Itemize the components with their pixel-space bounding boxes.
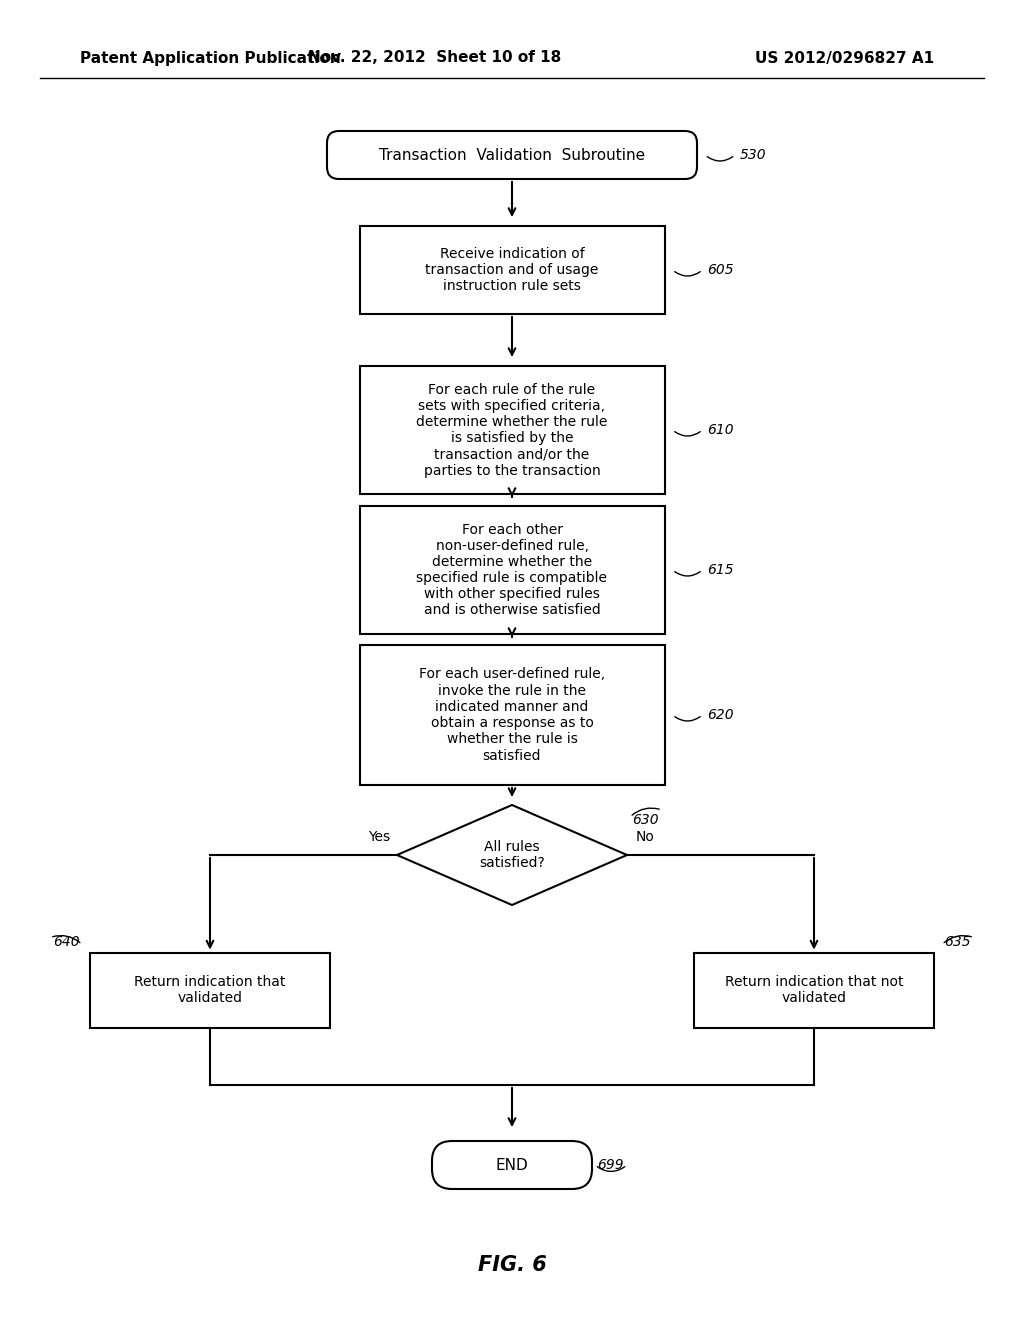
Text: 699: 699 [597,1158,624,1172]
Text: FIG. 6: FIG. 6 [477,1255,547,1275]
FancyBboxPatch shape [327,131,697,180]
Text: For each other
non-user-defined rule,
determine whether the
specified rule is co: For each other non-user-defined rule, de… [417,523,607,618]
Bar [90,953,330,1027]
Text: 605: 605 [708,263,734,277]
Text: Return indication that
validated: Return indication that validated [134,975,286,1005]
FancyBboxPatch shape [432,1140,592,1189]
Bar [359,366,665,494]
Text: Transaction  Validation  Subroutine: Transaction Validation Subroutine [379,148,645,162]
Text: 615: 615 [708,564,734,577]
Text: 620: 620 [708,708,734,722]
Text: US 2012/0296827 A1: US 2012/0296827 A1 [755,50,934,66]
Text: No: No [636,830,654,843]
Text: For each user-defined rule,
invoke the rule in the
indicated manner and
obtain a: For each user-defined rule, invoke the r… [419,668,605,763]
Bar [359,226,665,314]
Text: 635: 635 [944,936,971,949]
Text: Nov. 22, 2012  Sheet 10 of 18: Nov. 22, 2012 Sheet 10 of 18 [308,50,561,66]
Text: Return indication that not
validated: Return indication that not validated [725,975,903,1005]
Bar [359,506,665,634]
Text: Receive indication of
transaction and of usage
instruction rule sets: Receive indication of transaction and of… [425,247,599,293]
Text: END: END [496,1158,528,1172]
Text: 630: 630 [632,813,658,828]
Bar [694,953,934,1027]
Text: 610: 610 [708,422,734,437]
Text: 530: 530 [740,148,767,162]
Polygon shape [397,805,627,906]
Text: 640: 640 [53,936,80,949]
Text: Yes: Yes [368,830,390,843]
Text: Patent Application Publication: Patent Application Publication [80,50,341,66]
Text: For each rule of the rule
sets with specified criteria,
determine whether the ru: For each rule of the rule sets with spec… [417,383,607,478]
Text: All rules
satisfied?: All rules satisfied? [479,840,545,870]
Bar [359,645,665,785]
